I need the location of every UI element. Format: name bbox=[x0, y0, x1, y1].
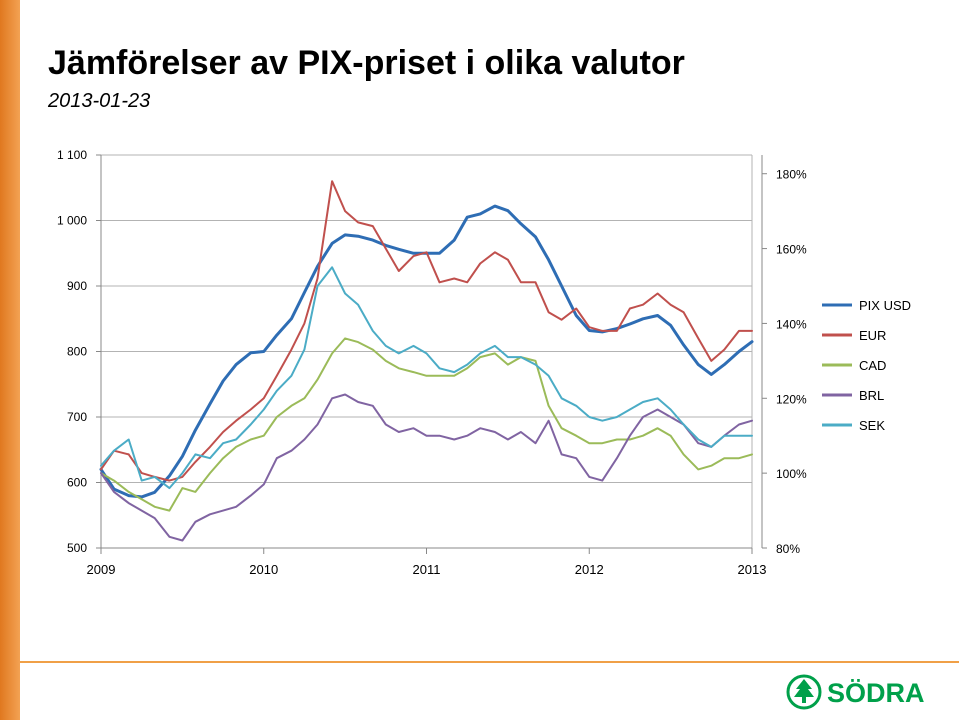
y-left-tick-label: 1 100 bbox=[57, 148, 87, 162]
x-tick-label: 2009 bbox=[87, 562, 116, 577]
series-line-sek bbox=[100, 266, 753, 490]
legend-label: PIX USD bbox=[859, 298, 911, 313]
y-right-tick-label: 160% bbox=[776, 243, 807, 257]
y-right-tick-label: 80% bbox=[776, 542, 800, 556]
y-left-tick-label: 900 bbox=[67, 279, 87, 293]
legend-label: EUR bbox=[859, 328, 886, 343]
series-line-brl bbox=[100, 393, 753, 542]
page-date: 2013-01-23 bbox=[48, 90, 151, 112]
grid-lines bbox=[101, 154, 753, 549]
y-left-tick-label: 600 bbox=[67, 476, 87, 490]
legend: PIX USD EUR CAD BRL SEK bbox=[822, 298, 911, 433]
line-chart: 500 600 700 800 900 1 000 1 100 80% 100% 120% 140%… bbox=[57, 148, 911, 577]
legend-label: CAD bbox=[859, 358, 886, 373]
page-title: Jämförelser av PIX-priset i olika valuto… bbox=[48, 44, 685, 82]
y-left-tick-label: 1 000 bbox=[57, 214, 87, 228]
y-left-tick-label: 800 bbox=[67, 345, 87, 359]
axes: 500 600 700 800 900 1 000 1 100 80% 100% 120% 140%… bbox=[57, 148, 807, 577]
left-accent-bar bbox=[0, 0, 20, 720]
y-right-tick-label: 140% bbox=[776, 317, 807, 331]
logo-text: SÖDRA bbox=[827, 678, 925, 708]
y-left-tick-label: 700 bbox=[67, 410, 87, 424]
y-left-tick-label: 500 bbox=[67, 541, 87, 555]
series-lines bbox=[99, 180, 754, 542]
x-tick-label: 2012 bbox=[575, 562, 604, 577]
y-right-tick-label: 120% bbox=[776, 392, 807, 406]
tree-icon bbox=[786, 674, 822, 710]
legend-label: SEK bbox=[859, 418, 885, 433]
legend-label: BRL bbox=[859, 388, 884, 403]
x-tick-label: 2013 bbox=[738, 562, 767, 577]
y-right-tick-label: 100% bbox=[776, 467, 807, 481]
sodra-logo: SÖDRA bbox=[786, 674, 925, 710]
y-right-tick-label: 180% bbox=[776, 168, 807, 182]
x-tick-label: 2010 bbox=[249, 562, 278, 577]
series-line-eur bbox=[100, 180, 753, 482]
x-tick-label: 2011 bbox=[413, 562, 441, 577]
series-line-cad bbox=[100, 337, 753, 512]
footer-divider bbox=[20, 661, 959, 663]
